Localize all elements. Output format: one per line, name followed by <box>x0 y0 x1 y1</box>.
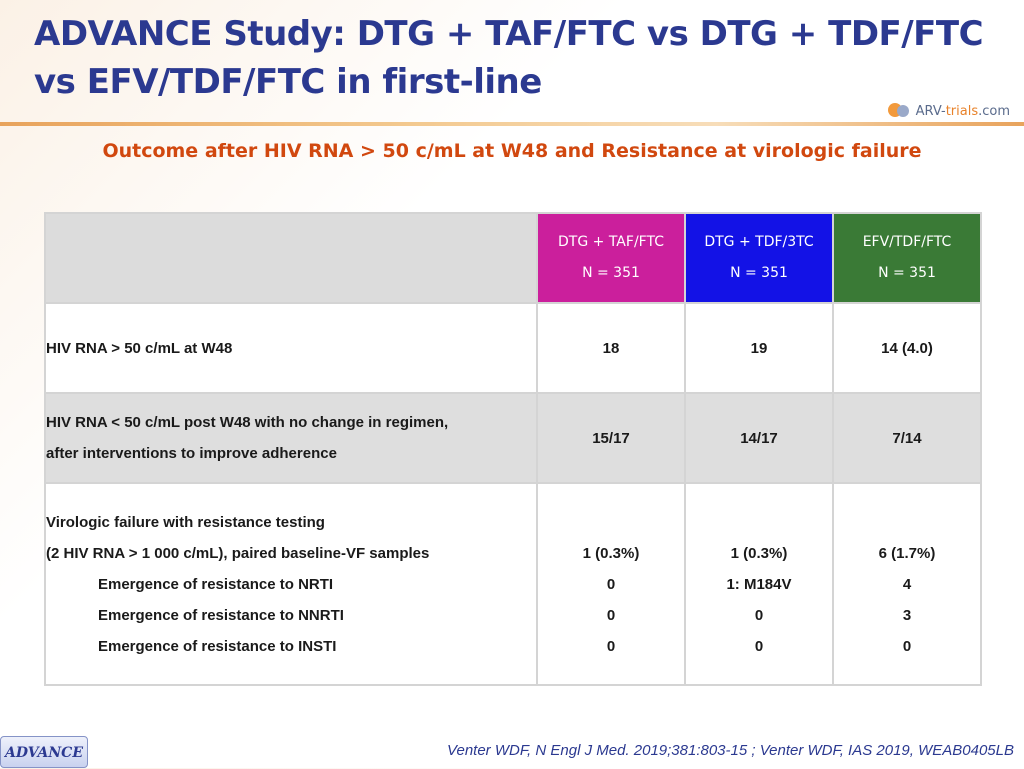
study-tag-button[interactable]: ADVANCE <box>0 736 88 768</box>
citation: Venter WDF, N Engl J Med. 2019;381:803-1… <box>447 742 1014 759</box>
cell-value: 7/14 <box>832 392 982 484</box>
table-header-row: DTG + TAF/FTC N = 351 DTG + TDF/3TC N = … <box>44 212 982 304</box>
cell-value: 14/17 <box>684 392 834 484</box>
cell-value: 1 (0.3%) 1: M184V 0 0 <box>684 482 834 686</box>
slide-subtitle: Outcome after HIV RNA > 50 c/mL at W48 a… <box>102 140 922 162</box>
arv-trials-logo: ARV-trials.com <box>887 98 1010 124</box>
table-row: HIV RNA > 50 c/mL at W48 18 19 14 (4.0) <box>44 302 982 394</box>
header-blank-cell <box>44 212 538 304</box>
slide-title: ADVANCE Study: DTG + TAF/FTC vs DTG + TD… <box>34 14 984 102</box>
row-label: HIV RNA < 50 c/mL post W48 with no chang… <box>44 392 538 484</box>
cell-value: 15/17 <box>536 392 686 484</box>
logo-bubbles-icon <box>887 101 912 121</box>
cell-value: 19 <box>684 302 834 394</box>
table-row: HIV RNA < 50 c/mL post W48 with no chang… <box>44 392 982 484</box>
logo-text: ARV-trials.com <box>915 103 1010 119</box>
cell-value: 6 (1.7%) 4 3 0 <box>832 482 982 686</box>
cell-value: 14 (4.0) <box>832 302 982 394</box>
header-group-efv: EFV/TDF/FTC N = 351 <box>832 212 982 304</box>
cell-value: 18 <box>536 302 686 394</box>
header-group-taf: DTG + TAF/FTC N = 351 <box>536 212 686 304</box>
title-divider <box>0 122 1024 126</box>
header-group-tdf: DTG + TDF/3TC N = 351 <box>684 212 834 304</box>
outcome-table: DTG + TAF/FTC N = 351 DTG + TDF/3TC N = … <box>44 212 982 686</box>
table-row: Virologic failure with resistance testin… <box>44 482 982 686</box>
row-label: HIV RNA > 50 c/mL at W48 <box>44 302 538 394</box>
cell-value: 1 (0.3%) 0 0 0 <box>536 482 686 686</box>
row-label: Virologic failure with resistance testin… <box>44 482 538 686</box>
